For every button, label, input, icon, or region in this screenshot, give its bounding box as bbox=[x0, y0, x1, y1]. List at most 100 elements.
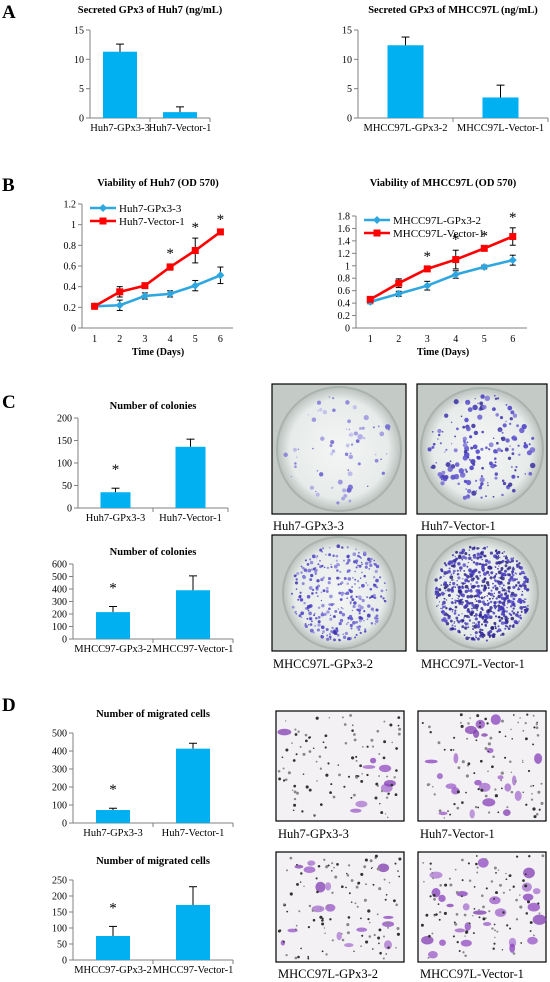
x-tick-label: 6 bbox=[218, 334, 223, 345]
colony bbox=[449, 581, 451, 584]
colony bbox=[510, 410, 515, 415]
colony bbox=[476, 577, 480, 580]
pore bbox=[461, 879, 464, 882]
pore bbox=[456, 806, 460, 810]
colony bbox=[470, 634, 472, 636]
colony bbox=[467, 407, 473, 412]
colony bbox=[452, 569, 456, 573]
colony bbox=[514, 613, 519, 617]
pore bbox=[367, 918, 370, 921]
pore bbox=[289, 856, 293, 860]
colony bbox=[340, 606, 343, 609]
colony bbox=[341, 546, 344, 549]
pore bbox=[395, 747, 398, 750]
colony bbox=[314, 624, 317, 627]
colony bbox=[487, 586, 490, 590]
colony bbox=[337, 583, 340, 586]
significance-star: * bbox=[192, 220, 200, 236]
colony bbox=[353, 431, 358, 436]
colony bbox=[513, 437, 518, 441]
legend-entry: Huh7-Vector-1 bbox=[119, 216, 185, 228]
pore bbox=[387, 946, 390, 949]
pore bbox=[378, 753, 381, 755]
y-tick-label: 0 bbox=[71, 324, 76, 335]
pore bbox=[471, 914, 474, 917]
colony bbox=[522, 600, 526, 604]
colony bbox=[453, 622, 455, 625]
colony bbox=[331, 486, 334, 489]
pore bbox=[293, 803, 297, 807]
colony bbox=[328, 607, 331, 611]
pore bbox=[530, 798, 534, 801]
pore bbox=[316, 890, 319, 894]
colony bbox=[457, 573, 460, 576]
colony bbox=[367, 604, 371, 608]
pore bbox=[352, 793, 356, 797]
y-tick-label: 0.4 bbox=[64, 282, 77, 293]
pore bbox=[369, 859, 373, 863]
colony bbox=[506, 559, 510, 562]
pore bbox=[476, 866, 479, 869]
colony bbox=[317, 616, 321, 619]
colony bbox=[319, 559, 321, 562]
pore bbox=[389, 723, 393, 727]
pore bbox=[462, 951, 465, 954]
colony bbox=[464, 584, 469, 589]
pore bbox=[458, 950, 461, 952]
colony bbox=[440, 584, 443, 586]
pore bbox=[322, 741, 325, 744]
pore bbox=[467, 722, 470, 725]
colony bbox=[500, 560, 503, 564]
migrated-cell bbox=[521, 882, 532, 892]
colony bbox=[449, 607, 452, 611]
data-point bbox=[480, 244, 488, 252]
colony bbox=[335, 559, 338, 562]
colony bbox=[499, 416, 504, 420]
colony bbox=[468, 636, 471, 639]
colony bbox=[497, 590, 501, 594]
pore bbox=[529, 930, 532, 932]
colony bbox=[480, 447, 484, 451]
pore bbox=[448, 877, 451, 880]
pore bbox=[509, 760, 512, 763]
colony bbox=[479, 628, 482, 631]
y-tick-label: 1 bbox=[345, 261, 350, 272]
pore bbox=[479, 759, 483, 763]
colony bbox=[487, 560, 491, 564]
colony bbox=[487, 602, 490, 605]
pore bbox=[351, 756, 355, 760]
colony bbox=[445, 612, 448, 615]
pore bbox=[298, 910, 301, 913]
pore bbox=[363, 898, 367, 902]
pore bbox=[302, 752, 306, 756]
colony bbox=[463, 450, 468, 454]
pore bbox=[311, 909, 315, 913]
pore bbox=[352, 724, 354, 726]
category-label: Huh7-GPx3-3 bbox=[90, 123, 150, 134]
migrated-cell bbox=[383, 780, 396, 787]
colony bbox=[345, 591, 350, 595]
colony bbox=[487, 583, 490, 587]
colony bbox=[311, 417, 317, 422]
colony bbox=[471, 559, 473, 562]
colony bbox=[359, 577, 362, 579]
pore bbox=[313, 814, 315, 816]
colony bbox=[340, 583, 342, 585]
colony bbox=[459, 570, 462, 572]
colony bbox=[500, 634, 502, 637]
pore bbox=[304, 733, 308, 737]
colony bbox=[495, 561, 499, 565]
y-tick-label: 100 bbox=[52, 924, 67, 935]
pore bbox=[378, 887, 382, 891]
colony bbox=[454, 462, 460, 467]
colony bbox=[461, 585, 464, 588]
pore bbox=[370, 738, 374, 742]
colony bbox=[370, 607, 375, 611]
colony bbox=[481, 629, 484, 632]
colony bbox=[377, 425, 380, 428]
pore bbox=[384, 813, 387, 815]
pore bbox=[437, 903, 440, 905]
pore bbox=[386, 921, 389, 925]
pore bbox=[473, 908, 476, 910]
colony bbox=[338, 622, 342, 626]
